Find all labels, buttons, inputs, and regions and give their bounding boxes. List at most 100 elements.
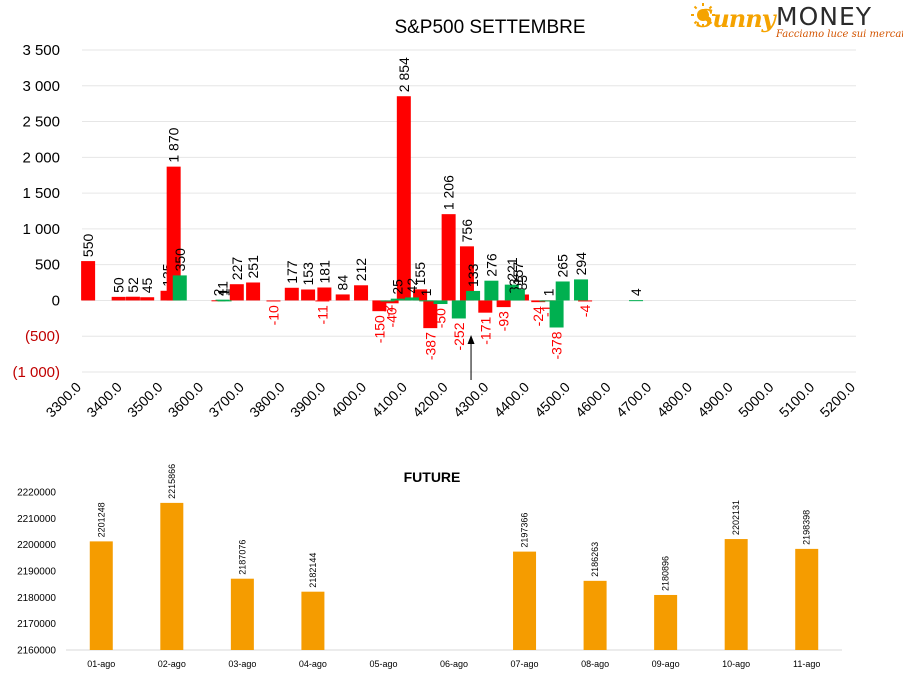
y-tick-label: (1 000) [12, 364, 60, 381]
chart-2-group: FUTURE 2220000 2210000 2200000 2190000 218000… [17, 464, 842, 669]
data-label: -378 [549, 331, 565, 359]
x-tick-label: 5100.0 [776, 379, 818, 421]
sun-icon [691, 3, 715, 27]
data-label: 265 [555, 254, 571, 278]
x-tick-label: 4900.0 [694, 379, 736, 421]
category-label: 03-ago [228, 659, 256, 669]
y-tick-label: 1 500 [22, 185, 60, 202]
bar-green [574, 279, 589, 301]
data-label: 2187076 [237, 540, 247, 575]
bar-red [166, 166, 181, 301]
y-tick-label: 2180000 [17, 593, 56, 604]
category-label: 11-ago [793, 659, 820, 669]
data-label: 1 [418, 288, 434, 296]
bar-green [451, 300, 466, 319]
data-label: 221 [504, 257, 520, 281]
data-label: -24 [530, 306, 546, 326]
data-label: 1 206 [441, 175, 457, 210]
data-label: 2 [210, 288, 226, 296]
data-label: 550 [80, 234, 96, 258]
bar-red [441, 214, 456, 301]
y-tick-label: 2220000 [17, 488, 56, 499]
category-label: 01-ago [87, 659, 115, 669]
x-tick-label: 5200.0 [817, 379, 859, 421]
y-tick-label: 0 [52, 292, 60, 309]
data-label: -40 [384, 307, 400, 327]
data-label: 11 [215, 281, 231, 296]
data-label: 2215866 [167, 464, 177, 499]
data-label: 133 [465, 263, 481, 287]
future-bar [89, 541, 113, 650]
bar-green [433, 300, 448, 305]
data-label: 181 [316, 260, 332, 284]
category-label: 02-ago [158, 659, 186, 669]
data-label: -4 [577, 305, 593, 318]
brand-logo: Sunny MONEY Facciamo luce sui mercati [690, 2, 903, 44]
x-tick-label: 4200.0 [409, 379, 451, 421]
data-label: 52 [125, 277, 141, 293]
data-label: 212 [353, 258, 369, 282]
data-label: 50 [111, 277, 127, 293]
x-tick-label: 3500.0 [124, 379, 166, 421]
data-label: 294 [573, 252, 589, 276]
data-label: 2180896 [661, 556, 671, 591]
x-tick-label: 4100.0 [368, 379, 410, 421]
data-label: 2202131 [731, 500, 741, 535]
data-label: 42 [404, 278, 420, 294]
x-tick-label: 4500.0 [531, 379, 573, 421]
data-label: 2 854 [396, 57, 412, 92]
chart-2-title: FUTURE [404, 469, 461, 485]
future-bar [724, 539, 748, 650]
data-label: -150 [371, 315, 387, 343]
data-label: 1 [540, 288, 556, 296]
data-label: 2201248 [96, 502, 106, 537]
future-bar [301, 591, 325, 650]
bar-green [404, 297, 419, 301]
y-tick-label: 2210000 [17, 514, 56, 525]
data-label: 276 [483, 253, 499, 277]
bar-red [478, 300, 493, 313]
category-label: 04-ago [299, 659, 327, 669]
future-bar [230, 578, 254, 650]
bar-red [229, 284, 244, 301]
chart-1-title: S&P500 SETTEMBRE [394, 17, 585, 38]
bar-green [539, 300, 554, 302]
data-label: 2182144 [308, 553, 318, 588]
x-tick-label: 3700.0 [205, 379, 247, 421]
x-tick-label: 5000.0 [735, 379, 777, 421]
data-label: 1 [217, 288, 233, 296]
y-tick-label: 2160000 [17, 646, 56, 657]
data-label: 2186263 [590, 542, 600, 577]
data-label: 25 [390, 279, 406, 295]
data-label: -252 [451, 322, 467, 350]
y-tick-label: 3 000 [22, 78, 60, 95]
data-label: -171 [477, 316, 493, 344]
brand-script-name: Sunny [696, 4, 776, 33]
bar-green [215, 299, 230, 301]
data-label: -11 [314, 305, 330, 324]
data-label: 84 [335, 275, 351, 291]
bar-red [315, 300, 330, 302]
x-tick-label: 4000.0 [328, 379, 370, 421]
data-label: 227 [229, 257, 245, 281]
bar-red [125, 296, 140, 301]
y-tick-label: 2200000 [17, 540, 56, 551]
bar-red [81, 261, 96, 301]
x-tick-label: 3600.0 [165, 379, 207, 421]
y-tick-label: 2 500 [22, 114, 60, 131]
x-tick-label: 4600.0 [572, 379, 614, 421]
bar-red [335, 294, 350, 301]
brand-tagline: Facciamo luce sui mercati [776, 29, 903, 40]
bar-green [510, 289, 525, 301]
y-tick-label: 2 000 [22, 149, 60, 166]
y-tick-label: 1 000 [22, 221, 60, 238]
bar-red [578, 300, 593, 302]
data-label: 157 [510, 262, 526, 286]
bar-green [555, 281, 570, 301]
x-tick-label: 4300.0 [450, 379, 492, 421]
y-tick-label: (500) [25, 328, 60, 345]
x-tick-label: 4400.0 [491, 379, 533, 421]
future-bar [513, 551, 537, 650]
y-tick-label: 3 500 [22, 42, 60, 59]
